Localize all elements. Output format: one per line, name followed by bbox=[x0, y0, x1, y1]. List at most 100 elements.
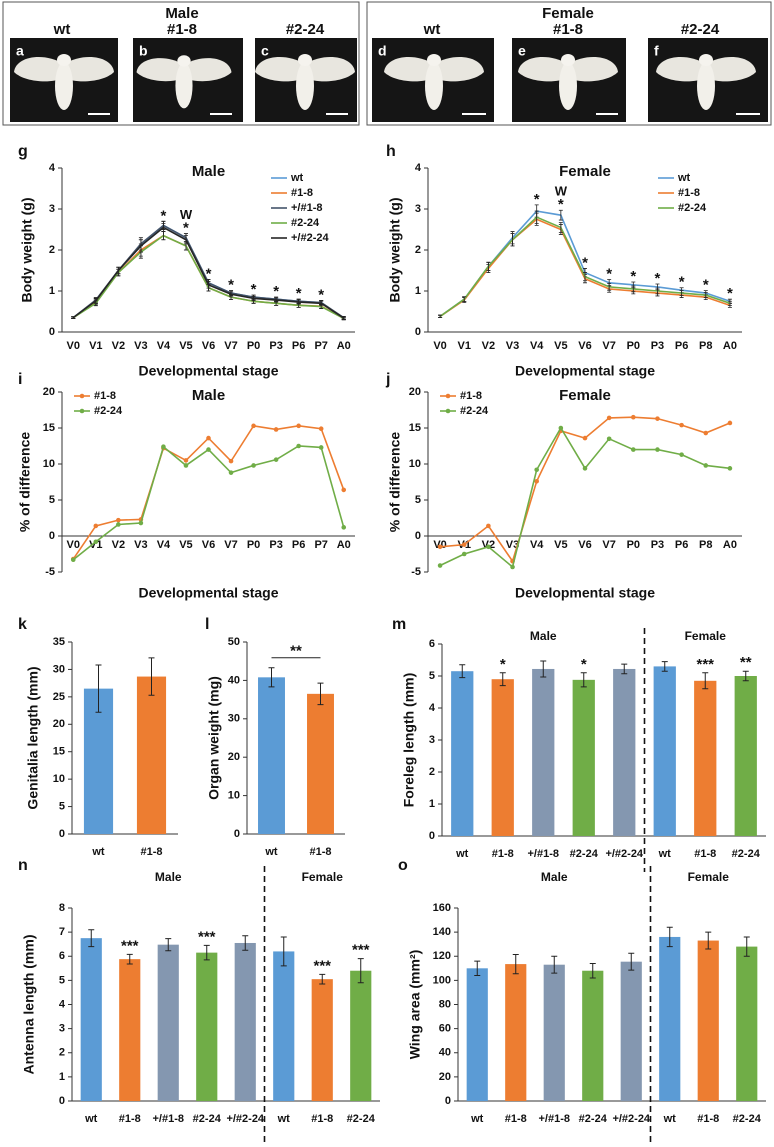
error-bar bbox=[628, 952, 635, 971]
x-tick-label: wt bbox=[277, 1113, 291, 1125]
y-tick-label: 15 bbox=[409, 422, 421, 434]
error-bar bbox=[510, 233, 515, 247]
error-bar bbox=[341, 316, 346, 320]
y-tick-label: 8 bbox=[59, 902, 65, 914]
error-bar bbox=[296, 299, 301, 305]
significance: * bbox=[655, 270, 661, 287]
panel-letter: o bbox=[398, 857, 408, 874]
error-bar bbox=[438, 314, 443, 319]
significance: *** bbox=[696, 656, 714, 673]
error-bar bbox=[558, 222, 563, 233]
x-tick-label: #1-8 bbox=[505, 1113, 527, 1125]
panel-letter: j bbox=[385, 371, 390, 388]
point bbox=[93, 539, 99, 545]
bar bbox=[620, 961, 642, 1101]
y-axis-label: Body weight (g) bbox=[387, 198, 403, 303]
significance: * bbox=[183, 220, 189, 237]
point bbox=[486, 544, 491, 550]
x-tick-label: wt bbox=[663, 1113, 677, 1125]
legend-label: #1-8 bbox=[460, 390, 482, 402]
photo-title: Female bbox=[542, 5, 594, 22]
y-tick-label: 35 bbox=[53, 636, 65, 648]
legend-marker bbox=[79, 408, 85, 414]
photo: c bbox=[255, 38, 357, 122]
error-bar bbox=[655, 287, 660, 295]
error-bar bbox=[95, 664, 102, 713]
y-tick-label: 3 bbox=[415, 203, 421, 215]
y-tick-label: 0 bbox=[49, 326, 55, 338]
x-tick-label: A0 bbox=[337, 539, 351, 551]
y-tick-label: 4 bbox=[429, 702, 436, 714]
x-tick-label: A0 bbox=[337, 340, 351, 352]
significance: * bbox=[727, 285, 733, 302]
error-bar bbox=[621, 663, 628, 675]
bar bbox=[451, 671, 474, 836]
x-tick-label: #2-24 bbox=[733, 1113, 762, 1125]
significance: *** bbox=[313, 957, 331, 974]
y-tick-label: 1 bbox=[415, 285, 421, 297]
x-tick-label: V1 bbox=[457, 340, 470, 352]
significance: *** bbox=[352, 942, 370, 959]
x-tick-label: P6 bbox=[675, 539, 688, 551]
significance: * bbox=[606, 265, 612, 282]
error-bar bbox=[71, 316, 76, 319]
point bbox=[251, 463, 256, 468]
x-tick-label: wt bbox=[470, 1113, 484, 1125]
point bbox=[534, 478, 539, 484]
x-tick-label: wt bbox=[658, 848, 672, 860]
group-title: Male bbox=[155, 870, 182, 884]
bar bbox=[736, 946, 758, 1101]
legend-label: #2-24 bbox=[291, 217, 320, 229]
error-bar bbox=[165, 938, 172, 952]
error-bar bbox=[534, 210, 539, 224]
panel-letter: a bbox=[16, 43, 24, 59]
y-tick-label: 20 bbox=[43, 386, 55, 398]
y-tick-label: -5 bbox=[411, 566, 421, 578]
x-tick-label: V0 bbox=[433, 340, 446, 352]
error-bar bbox=[583, 272, 587, 282]
y-tick-label: 40 bbox=[228, 674, 240, 686]
x-axis-label: Developmental stage bbox=[138, 585, 278, 601]
panel-letter: m bbox=[392, 616, 406, 633]
x-tick-label: wt bbox=[455, 848, 469, 860]
x-tick-label: V3 bbox=[134, 340, 147, 352]
point bbox=[251, 423, 256, 429]
significance: * bbox=[228, 277, 234, 294]
point bbox=[461, 542, 467, 547]
error-bar bbox=[206, 281, 211, 289]
x-tick-label: V4 bbox=[530, 340, 544, 352]
y-tick-label: 5 bbox=[415, 494, 421, 506]
x-tick-label: P6 bbox=[675, 340, 688, 352]
legend-label: +/#1-8 bbox=[291, 202, 323, 214]
group-title: Male bbox=[541, 870, 568, 884]
error-bar bbox=[317, 682, 324, 706]
y-tick-label: 20 bbox=[228, 751, 240, 763]
x-tick-label: V5 bbox=[554, 340, 567, 352]
x-tick-label: P3 bbox=[651, 539, 664, 551]
x-tick-label: V1 bbox=[89, 340, 102, 352]
point bbox=[206, 447, 211, 452]
error-bar bbox=[703, 292, 708, 298]
x-tick-label: V0 bbox=[67, 539, 80, 551]
photo-title: Male bbox=[165, 5, 198, 22]
legend-marker bbox=[445, 393, 451, 399]
error-bar bbox=[319, 973, 326, 985]
error-bar bbox=[93, 297, 98, 304]
x-axis-label: Developmental stage bbox=[138, 363, 278, 379]
point bbox=[116, 522, 121, 527]
bar bbox=[613, 668, 636, 836]
y-tick-label: 1 bbox=[59, 1071, 65, 1083]
chart-title: Male bbox=[192, 163, 225, 180]
point bbox=[486, 523, 491, 529]
significance: * bbox=[161, 207, 167, 224]
point bbox=[206, 435, 211, 441]
y-tick-label: 160 bbox=[433, 902, 451, 914]
x-tick-label: wt bbox=[84, 1113, 98, 1125]
point bbox=[228, 470, 234, 475]
photo: a bbox=[10, 38, 118, 122]
bar bbox=[83, 688, 114, 834]
y-tick-label: 2 bbox=[415, 244, 421, 256]
error-bar bbox=[499, 672, 506, 687]
significance: ** bbox=[290, 643, 302, 660]
